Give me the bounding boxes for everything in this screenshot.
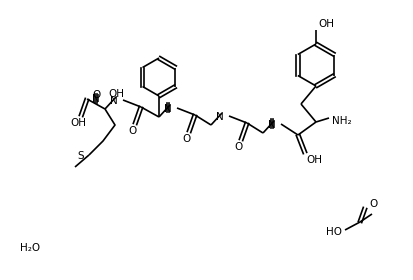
Text: N: N xyxy=(110,96,118,106)
Text: S: S xyxy=(77,151,84,161)
Text: O: O xyxy=(92,90,100,100)
Text: O: O xyxy=(182,134,190,144)
Text: O: O xyxy=(369,199,377,209)
Text: N: N xyxy=(164,104,172,114)
Text: H₂O: H₂O xyxy=(20,243,40,253)
Text: HO: HO xyxy=(326,227,342,237)
Text: NH₂: NH₂ xyxy=(332,116,351,126)
Text: O: O xyxy=(234,142,242,152)
Text: OH: OH xyxy=(108,89,124,99)
Text: OH: OH xyxy=(318,19,334,29)
Text: N: N xyxy=(92,94,100,104)
Text: OH: OH xyxy=(306,155,322,165)
Text: N: N xyxy=(268,120,276,130)
Text: O: O xyxy=(128,126,136,136)
Text: N: N xyxy=(216,112,224,122)
Text: OH: OH xyxy=(70,118,86,128)
